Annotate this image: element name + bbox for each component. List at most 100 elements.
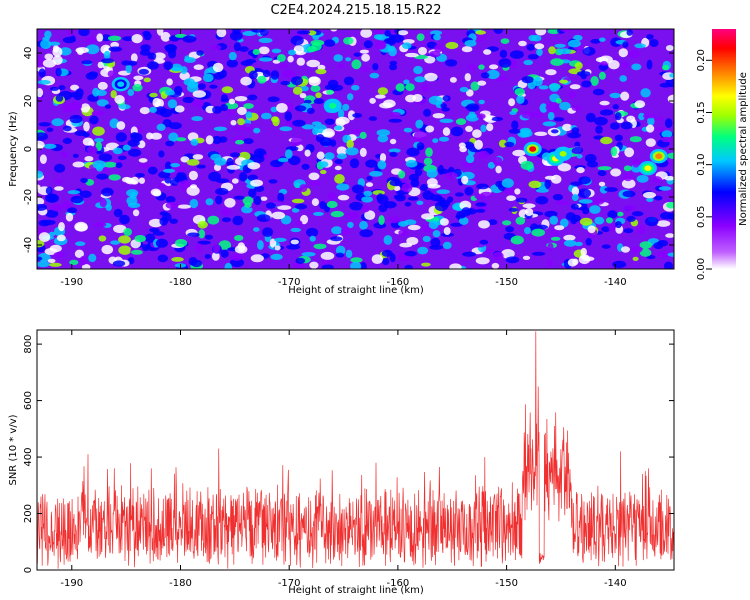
- snr-y-ticks: 0 200 400 600 800: [23, 335, 674, 573]
- heatmap-cell: [122, 144, 131, 151]
- heatmap-cell: [570, 181, 582, 187]
- heatmap-cell: [101, 187, 114, 197]
- heatmap-cell: [664, 261, 673, 269]
- heatmap-cell: [274, 237, 287, 242]
- heatmap-cell: [617, 211, 624, 217]
- heatmap-cell: [195, 243, 203, 253]
- heatmap-cell: [608, 223, 616, 232]
- heatmap-cell: [417, 145, 424, 150]
- heatmap-cell: [334, 165, 342, 171]
- heatmap-cell: [475, 257, 490, 265]
- heatmap-cell: [614, 134, 623, 142]
- heatmap-x-ticks: -190 -180 -170 -160 -150 -140: [60, 29, 627, 288]
- heatmap-cell: [601, 226, 611, 233]
- heatmap-cell: [243, 138, 254, 145]
- heatmap-cell: [147, 52, 157, 60]
- heatmap-cell: [465, 154, 475, 164]
- heatmap-cell: [291, 76, 303, 86]
- heatmap-cell: [176, 172, 183, 181]
- heatmap-cell: [379, 102, 393, 109]
- heatmap-cell: [569, 84, 581, 90]
- heatmap-cell: [429, 244, 443, 250]
- heatmap-cell: [238, 172, 248, 182]
- heatmap-cell: [50, 203, 63, 212]
- heatmap-cell: [388, 118, 403, 123]
- heatmap-cell: [313, 211, 324, 216]
- snr-y-label: SNR (10 * v/v): [8, 414, 19, 485]
- heatmap-cell: [220, 206, 232, 217]
- heatmap-cell: [397, 30, 409, 36]
- heatmap-cell: [404, 264, 413, 269]
- heatmap-cell: [205, 234, 213, 240]
- heatmap-cell: [178, 179, 190, 187]
- heatmap-cell: [299, 184, 308, 193]
- heatmap-cell: [423, 157, 433, 166]
- heatmap-cell: [414, 76, 426, 83]
- heatmap-cell: [139, 49, 151, 56]
- heatmap-cell: [345, 249, 353, 259]
- heatmap-cell: [475, 202, 487, 207]
- heatmap-cell: [228, 98, 236, 105]
- heatmap-cell: [599, 100, 610, 106]
- heatmap-cell: [243, 103, 254, 109]
- heatmap-cell: [579, 217, 593, 226]
- heatmap-cell: [253, 195, 262, 206]
- snr-x-label: Height of straight line (km): [288, 585, 424, 596]
- heatmap-cell: [76, 48, 84, 55]
- colorbar-tick-label: 0.20: [696, 49, 707, 71]
- heatmap-cell: [37, 132, 49, 141]
- heatmap-cell: [502, 220, 512, 226]
- heatmap-cell: [550, 174, 562, 184]
- heatmap-cell: [240, 76, 252, 86]
- heatmap-cell: [346, 139, 354, 149]
- heatmap-cell: [384, 30, 392, 37]
- heatmap-cell: [66, 29, 75, 37]
- heatmap-cell: [215, 187, 229, 196]
- heatmap-cell: [486, 69, 500, 80]
- heatmap-cell: [636, 175, 649, 183]
- heatmap-cell: [55, 67, 62, 77]
- heatmap-cell: [662, 64, 669, 71]
- heatmap-cell: [536, 188, 549, 193]
- heatmap-cell: [389, 63, 398, 71]
- heatmap-cell: [666, 201, 674, 209]
- heatmap-cell: [638, 112, 645, 121]
- heatmap-cell: [252, 227, 260, 232]
- heatmap-cell: [667, 152, 674, 159]
- heatmap-cell: [78, 29, 90, 37]
- heatmap-cell: [233, 195, 245, 200]
- heatmap-cell: [504, 141, 515, 147]
- heatmap-cell: [62, 125, 72, 132]
- heatmap-cell: [598, 181, 606, 187]
- heatmap-cell: [159, 108, 173, 118]
- heatmap-cell: [284, 111, 293, 122]
- heatmap-cell: [315, 92, 322, 99]
- heatmap-cell: [376, 129, 391, 137]
- heatmap-cell: [492, 251, 504, 261]
- heatmap-cell: [501, 249, 515, 259]
- heatmap-cell: [62, 36, 76, 44]
- heatmap-cell: [126, 196, 138, 206]
- heatmap-cell: [189, 198, 199, 209]
- heatmap-cell: [621, 178, 636, 189]
- heatmap-cells: [37, 29, 674, 269]
- heatmap-cell: [186, 185, 200, 196]
- heatmap-cell: [594, 116, 608, 126]
- heatmap-cell: [526, 43, 536, 51]
- heatmap-cell: [533, 76, 543, 87]
- heatmap-cell: [132, 209, 140, 217]
- heatmap-cell: [478, 99, 485, 105]
- heatmap-cell: [270, 106, 278, 113]
- heatmap-cell: [191, 116, 203, 122]
- heatmap-cell: [361, 205, 370, 213]
- heatmap-cell: [360, 29, 373, 38]
- heatmap-cell: [508, 128, 521, 134]
- heatmap-cell: [609, 92, 621, 99]
- heatmap-cell: [403, 79, 410, 85]
- heatmap-cell: [138, 163, 152, 168]
- heatmap-cell: [112, 260, 126, 267]
- heatmap-cell: [505, 226, 515, 233]
- heatmap-cell: [170, 163, 181, 168]
- heatmap-cell: [426, 168, 438, 178]
- y-tick-label: 40: [23, 47, 34, 60]
